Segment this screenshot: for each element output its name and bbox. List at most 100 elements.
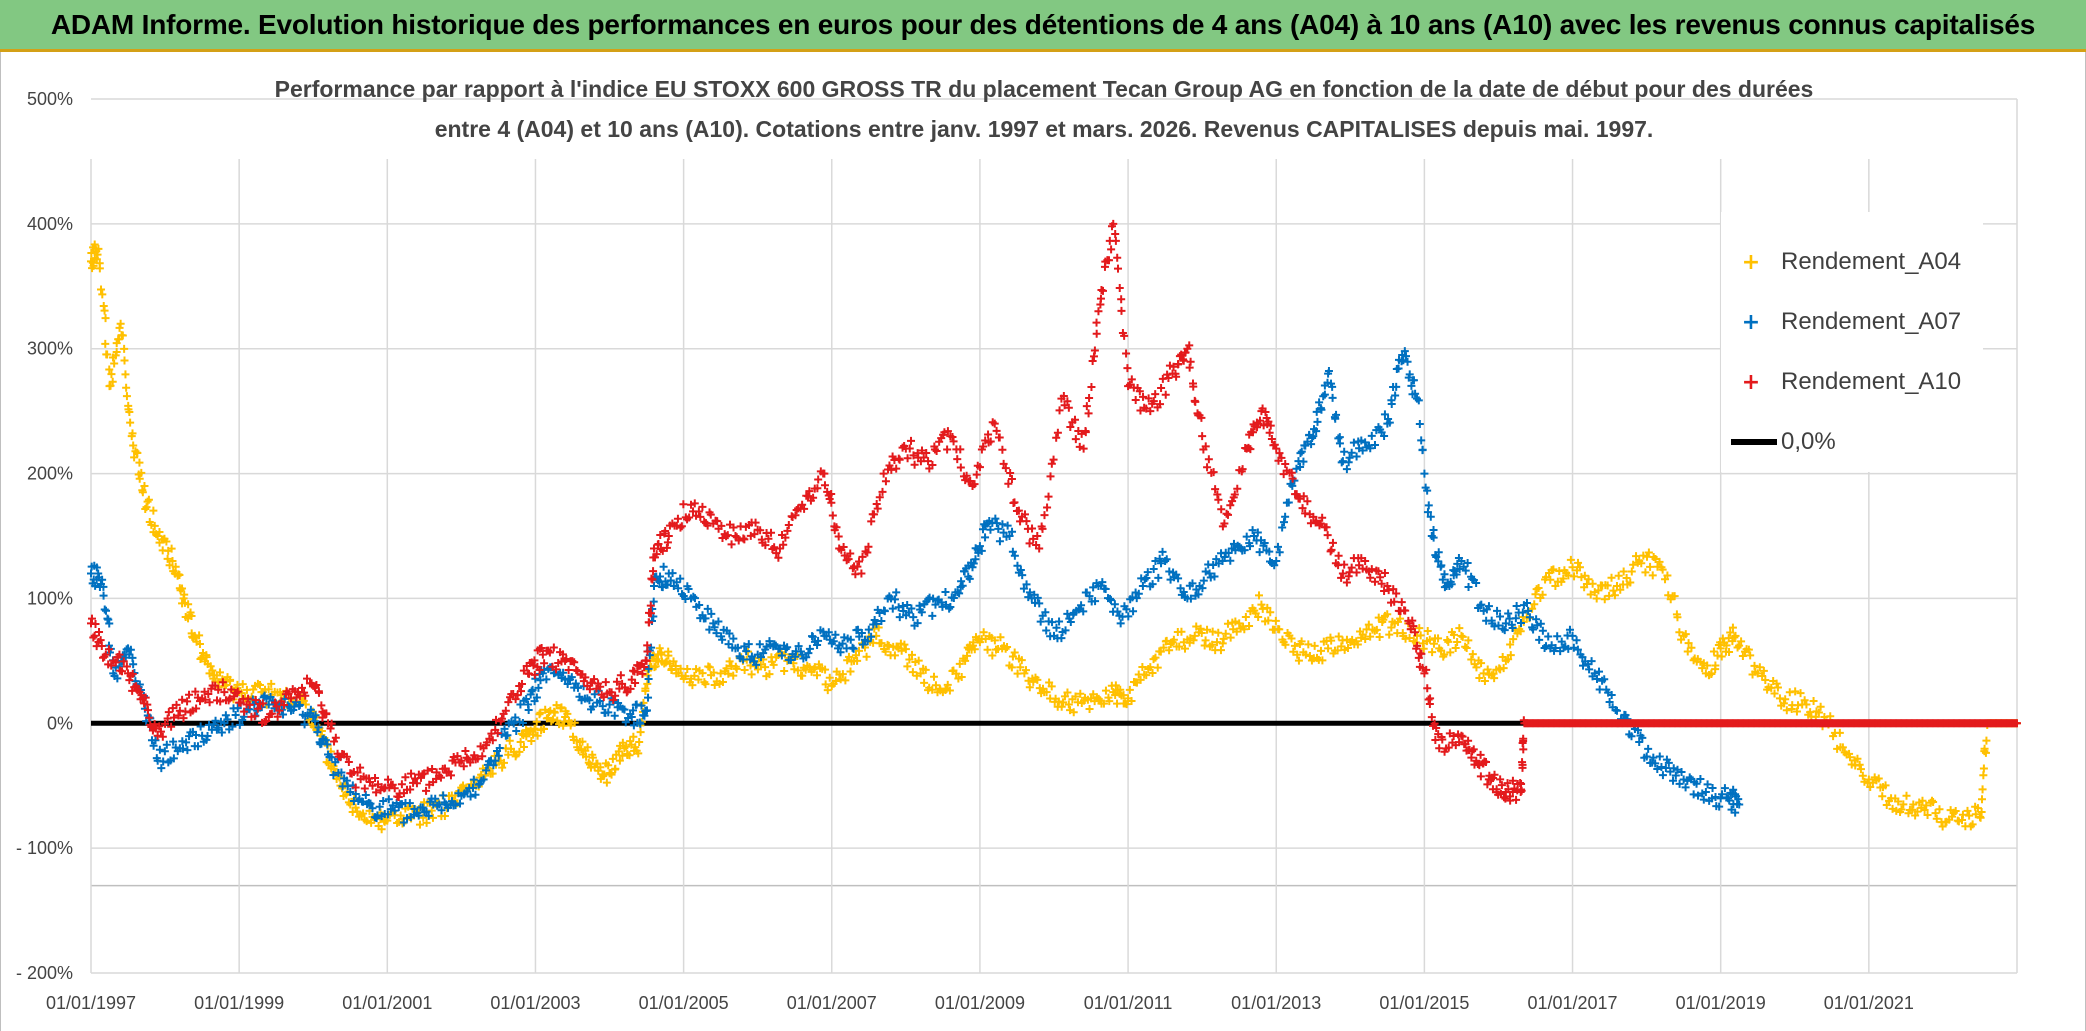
data-point-a07 xyxy=(649,581,658,590)
fill-marker-a10 xyxy=(853,562,862,571)
fill-marker-a07 xyxy=(1411,389,1420,398)
fill-marker-a07 xyxy=(903,601,912,610)
fill-marker-a04 xyxy=(149,506,158,515)
fill-marker-a04 xyxy=(1610,591,1619,600)
fill-marker-a04 xyxy=(979,628,988,637)
fill-marker-a07 xyxy=(1600,675,1609,684)
fill-marker-a10 xyxy=(436,773,445,782)
fill-marker-a04 xyxy=(1010,648,1019,657)
fill-marker-a04 xyxy=(821,665,830,674)
fill-marker-a04 xyxy=(1779,699,1788,708)
fill-marker-a10 xyxy=(1497,781,1506,790)
fill-marker-a04 xyxy=(928,685,937,694)
fill-marker-a07 xyxy=(1033,593,1042,602)
fill-marker-a04 xyxy=(377,825,386,834)
fill-marker-a10 xyxy=(995,433,1004,442)
fill-marker-a10 xyxy=(1004,479,1013,488)
fill-marker-a07 xyxy=(1391,391,1400,400)
fill-marker-a04 xyxy=(101,314,110,323)
fill-marker-a04 xyxy=(1405,633,1414,642)
fill-marker-a07 xyxy=(1720,784,1729,793)
fill-marker-a10 xyxy=(1397,598,1406,607)
y-tick-label: 100% xyxy=(27,588,73,608)
fill-marker-a07 xyxy=(1061,626,1070,635)
fill-marker-a10 xyxy=(875,493,884,502)
fill-marker-a10 xyxy=(312,680,321,689)
fill-marker-a07 xyxy=(223,715,232,724)
data-point-a10 xyxy=(1338,569,1347,578)
fill-marker-a07 xyxy=(786,656,795,665)
data-point-a07 xyxy=(87,569,95,578)
fill-marker-a07 xyxy=(666,576,675,585)
fill-marker-a04 xyxy=(718,678,727,687)
fill-marker-a07 xyxy=(969,559,978,568)
fill-marker-a04 xyxy=(1559,574,1568,583)
fill-marker-a04 xyxy=(1290,641,1299,650)
fill-marker-a07 xyxy=(1579,661,1588,670)
fill-marker-a07 xyxy=(1279,518,1288,527)
fill-marker-a04 xyxy=(1013,669,1022,678)
fill-marker-a04 xyxy=(698,669,707,678)
fill-marker-a07 xyxy=(1517,618,1525,627)
fill-marker-a07 xyxy=(1265,547,1274,556)
fill-marker-a07 xyxy=(1434,548,1443,557)
fill-marker-a07 xyxy=(1179,588,1188,597)
fill-marker-a07 xyxy=(169,737,178,746)
fill-marker-a04 xyxy=(1266,608,1275,617)
fill-marker-a04 xyxy=(498,763,507,772)
fill-marker-a10 xyxy=(227,685,236,694)
fill-marker-a10 xyxy=(537,644,546,653)
fill-marker-a10 xyxy=(1088,356,1097,365)
fill-marker-a04 xyxy=(952,669,961,678)
fill-marker-a04 xyxy=(1773,683,1782,692)
data-point-a07 xyxy=(1501,619,1510,628)
fill-marker-a04 xyxy=(836,675,845,684)
fill-marker-a04 xyxy=(120,344,129,353)
fill-marker-a04 xyxy=(1853,754,1862,763)
fill-marker-a10 xyxy=(272,702,281,711)
fill-marker-a07 xyxy=(1621,711,1630,720)
fill-marker-a10 xyxy=(150,720,159,729)
fill-marker-a10 xyxy=(530,656,539,665)
fill-marker-a04 xyxy=(841,676,850,685)
fill-marker-a10 xyxy=(928,460,937,469)
fill-marker-a04 xyxy=(1644,548,1653,557)
fill-marker-a04 xyxy=(1796,689,1805,698)
fill-marker-a07 xyxy=(629,706,638,715)
fill-marker-a10 xyxy=(128,669,137,678)
fill-marker-a04 xyxy=(1151,653,1160,662)
fill-marker-a04 xyxy=(1767,683,1776,692)
fill-marker-a04 xyxy=(1928,796,1937,805)
fill-marker-a07 xyxy=(637,701,646,710)
fill-marker-a07 xyxy=(196,722,205,731)
fill-marker-a07 xyxy=(894,603,903,612)
fill-marker-a07 xyxy=(1132,594,1141,603)
fill-marker-a04 xyxy=(988,651,997,660)
fill-marker-a07 xyxy=(632,700,641,709)
fill-marker-a04 xyxy=(814,660,823,669)
x-tick-label: 01/01/2007 xyxy=(787,993,877,1013)
fill-marker-a04 xyxy=(740,666,749,675)
fill-marker-a07 xyxy=(1607,691,1616,700)
fill-marker-a07 xyxy=(313,728,322,737)
fill-marker-a10 xyxy=(1149,397,1158,406)
fill-marker-a07 xyxy=(747,652,756,661)
fill-marker-a10 xyxy=(694,507,703,516)
fill-marker-a07 xyxy=(1101,585,1110,594)
fill-marker-a04 xyxy=(108,377,117,386)
fill-marker-a04 xyxy=(1477,659,1486,668)
fill-marker-a07 xyxy=(306,705,315,714)
fill-marker-a04 xyxy=(557,703,566,712)
fill-marker-a04 xyxy=(1737,637,1746,646)
series-layer xyxy=(87,219,2021,834)
fill-marker-a10 xyxy=(1172,372,1181,381)
fill-marker-a04 xyxy=(505,736,514,745)
fill-marker-a07 xyxy=(958,581,967,590)
fill-marker-a04 xyxy=(195,639,204,648)
fill-marker-a04 xyxy=(1607,573,1616,582)
fill-marker-a07 xyxy=(1708,783,1717,792)
fill-marker-a04 xyxy=(1264,616,1273,625)
fill-marker-a10 xyxy=(887,465,896,474)
fill-marker-a10 xyxy=(677,522,686,531)
legend-marker-a04: + xyxy=(1741,249,1761,275)
